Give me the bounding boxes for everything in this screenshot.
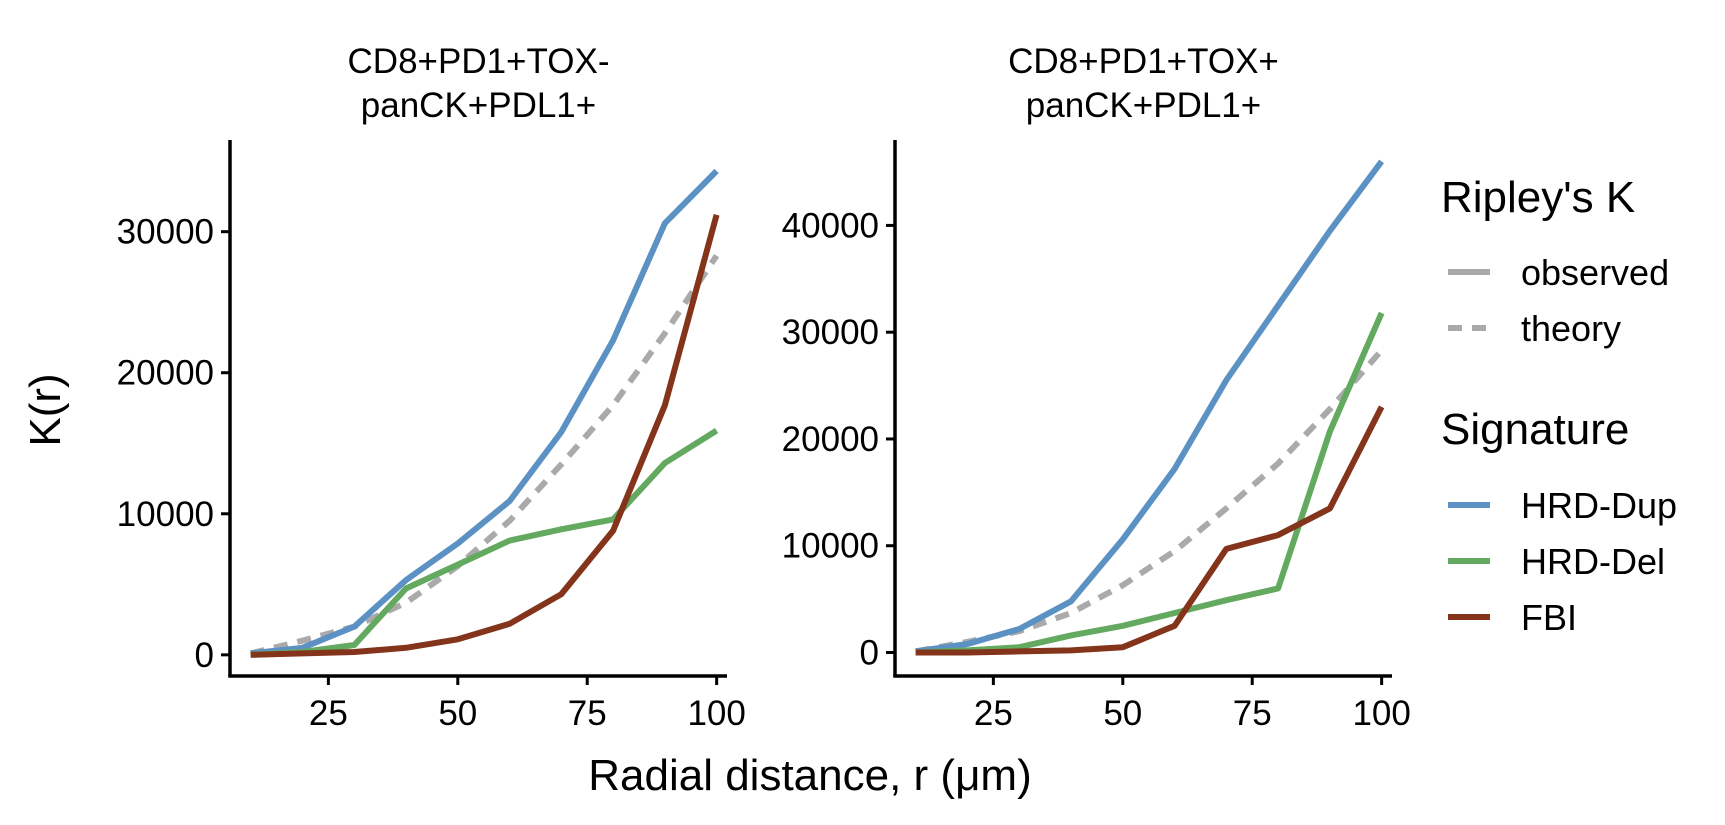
panel-2: CD8+PD1+TOX+ panCK+PDL1+ 0 10000 20000 30000 4… bbox=[782, 42, 1411, 733]
legend-group-1: Ripley's K observed theory bbox=[1441, 173, 1669, 349]
x-tick-label: 75 bbox=[1233, 694, 1272, 733]
legend-title: Signature bbox=[1441, 405, 1629, 454]
legend: Ripley's K observed theory Signature HRD-Dup… bbox=[1441, 173, 1677, 638]
legend-title: Ripley's K bbox=[1441, 173, 1635, 222]
legend-label: FBI bbox=[1521, 597, 1577, 638]
y-axis-title: K(r) bbox=[21, 373, 70, 446]
x-tick-label: 50 bbox=[1103, 694, 1142, 733]
y-tick-label: 0 bbox=[195, 636, 214, 675]
y-tick-label: 0 bbox=[860, 634, 879, 673]
panel-title-line: CD8+PD1+TOX- bbox=[348, 42, 610, 81]
legend-group-2: Signature HRD-Dup HRD-Del FBI bbox=[1441, 405, 1677, 638]
y-tick-label: 10000 bbox=[117, 495, 214, 534]
legend-label: theory bbox=[1521, 308, 1621, 349]
panel-title-line: panCK+PDL1+ bbox=[361, 86, 596, 125]
panel-title-line: CD8+PD1+TOX+ bbox=[1008, 42, 1279, 81]
legend-label: HRD-Dup bbox=[1521, 485, 1677, 526]
y-tick-label: 20000 bbox=[782, 420, 879, 459]
y-tick-label: 10000 bbox=[782, 527, 879, 566]
series-line-hrd-del bbox=[915, 311, 1385, 656]
x-tick-label: 25 bbox=[309, 694, 348, 733]
x-tick-label: 50 bbox=[438, 694, 477, 733]
series-line-hrd-del bbox=[250, 428, 719, 658]
y-tick-label: 40000 bbox=[782, 206, 879, 245]
x-tick-label: 25 bbox=[974, 694, 1013, 733]
y-tick-label: 20000 bbox=[117, 354, 214, 393]
y-tick-label: 30000 bbox=[782, 313, 879, 352]
legend-label: HRD-Del bbox=[1521, 541, 1665, 582]
panel-title-line: panCK+PDL1+ bbox=[1026, 86, 1261, 125]
legend-label: observed bbox=[1521, 252, 1669, 293]
series-line-fbi bbox=[915, 405, 1385, 656]
x-tick-label: 100 bbox=[1352, 694, 1410, 733]
series-line-theory bbox=[249, 254, 720, 657]
series-line-fbi bbox=[250, 214, 720, 658]
x-axis-title: Radial distance, r (μm) bbox=[588, 751, 1031, 800]
panels: CD8+PD1+TOX-panCK+PDL1+ 0 10000 20000 30000 2… bbox=[117, 42, 1411, 733]
panel-1: CD8+PD1+TOX-panCK+PDL1+ 0 10000 20000 30000 2… bbox=[117, 42, 746, 733]
series-line-hrd-dup bbox=[915, 159, 1385, 655]
series-line-hrd-dup bbox=[250, 168, 719, 657]
y-tick-label: 30000 bbox=[117, 213, 214, 252]
x-tick-label: 75 bbox=[568, 694, 607, 733]
x-tick-label: 100 bbox=[687, 694, 745, 733]
